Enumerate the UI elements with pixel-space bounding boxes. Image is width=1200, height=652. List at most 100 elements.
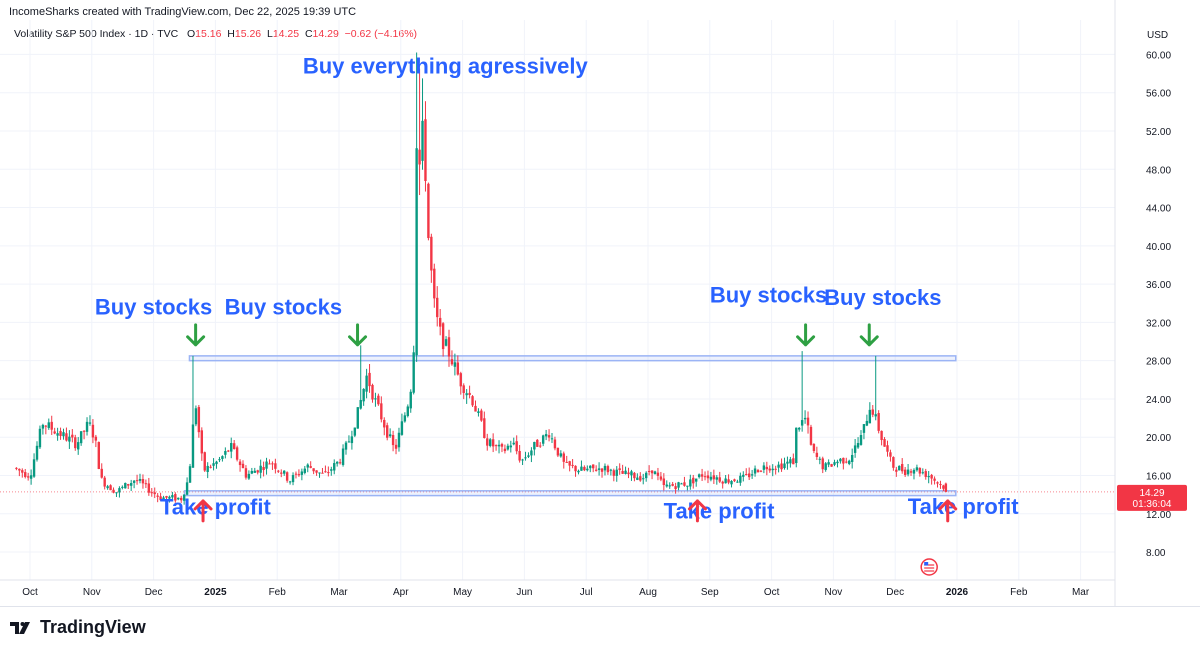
- candle-body: [368, 372, 371, 387]
- candle-body: [642, 478, 645, 480]
- candle-body: [421, 120, 424, 161]
- candle-body: [768, 468, 771, 471]
- y-tick-label: 16.00: [1146, 472, 1171, 483]
- high-value: 15.26: [234, 28, 262, 40]
- resistance-band: [188, 355, 957, 362]
- candle-body: [203, 452, 206, 471]
- candle-body: [583, 466, 586, 471]
- y-tick-label: 8.00: [1146, 548, 1166, 559]
- candlestick-chart[interactable]: 8.00 12.00 16.00 20.00 24.00 28.00 32.00 36.00 4…: [0, 0, 1200, 606]
- candle-body: [138, 478, 142, 481]
- candle-body: [388, 434, 392, 437]
- candle-body: [786, 461, 789, 464]
- candle-body: [309, 466, 312, 468]
- candle-body: [901, 464, 904, 472]
- candle-body: [489, 439, 492, 446]
- annotation-label: Take profit: [664, 499, 776, 524]
- candle-body: [127, 484, 130, 486]
- candle-body: [874, 414, 877, 417]
- candle-body: [494, 445, 498, 447]
- candle-body: [115, 492, 118, 494]
- candle-body: [177, 497, 180, 500]
- candle-body: [262, 467, 265, 471]
- candle-body: [650, 470, 654, 474]
- candle-body: [580, 466, 583, 471]
- candle-body: [795, 427, 798, 464]
- chart-header: IncomeSharks created with TradingView.co…: [9, 6, 356, 18]
- candle-body: [335, 461, 339, 464]
- candle-body: [700, 474, 704, 477]
- candle-body: [59, 431, 62, 436]
- symbol-name: Volatility S&P 500 Index · 1D · TVC: [14, 28, 179, 40]
- candle-body: [909, 471, 913, 473]
- x-tick-label: 2025: [204, 587, 227, 598]
- candle-body: [68, 436, 71, 442]
- candle-body: [394, 444, 398, 449]
- candle-body: [656, 472, 660, 476]
- candle-body: [380, 403, 383, 420]
- candle-body: [168, 496, 171, 499]
- candle-body: [341, 448, 345, 465]
- candle-body: [518, 450, 521, 461]
- candle-body: [747, 473, 751, 478]
- candle-body: [224, 451, 227, 455]
- candle-body: [842, 457, 845, 464]
- candle-body: [47, 422, 50, 428]
- candle-body: [215, 461, 218, 465]
- candle-body: [527, 455, 530, 457]
- candle-body: [35, 445, 39, 460]
- candle-body: [556, 447, 560, 456]
- candle-body: [409, 391, 412, 409]
- candle-body: [898, 465, 901, 471]
- x-tick-label: Mar: [1072, 587, 1090, 598]
- x-tick-label: Aug: [639, 587, 657, 598]
- candle-body: [912, 469, 916, 474]
- candle-body: [471, 396, 474, 406]
- candle-body: [85, 421, 89, 432]
- candle-body: [465, 393, 468, 396]
- candle-body: [942, 485, 945, 489]
- candle-body: [427, 183, 430, 239]
- buy-arrow-icon: [796, 323, 816, 347]
- candle-body: [297, 474, 301, 476]
- candle-body: [200, 430, 204, 454]
- candle-body: [824, 463, 827, 470]
- candle-body: [129, 483, 133, 486]
- candle-body: [450, 359, 454, 365]
- candle-body: [536, 439, 539, 447]
- candle-body: [377, 395, 380, 405]
- y-tick-label: 24.00: [1146, 395, 1171, 406]
- candle-body: [171, 495, 174, 498]
- candle-body: [780, 463, 783, 470]
- tradingview-logo[interactable]: TradingView: [10, 617, 146, 638]
- candle-body: [333, 463, 336, 471]
- candle-body: [112, 489, 115, 493]
- candle-body: [886, 445, 889, 452]
- candle-body: [365, 375, 368, 392]
- candle-body: [182, 494, 186, 501]
- candle-body: [21, 470, 24, 473]
- x-tick-label: Oct: [22, 587, 38, 598]
- candle-body: [680, 483, 683, 485]
- candle-body: [330, 469, 333, 471]
- candle-body: [280, 472, 283, 474]
- buy-arrow-icon: [859, 323, 879, 347]
- candle-body: [803, 417, 807, 420]
- candle-body: [29, 475, 33, 479]
- candle-body: [594, 469, 598, 471]
- y-tick-label: 48.00: [1146, 165, 1171, 176]
- last-price-label: 14.29: [1139, 488, 1164, 499]
- candle-body: [509, 445, 513, 448]
- candle-body: [150, 492, 153, 494]
- candle-body: [833, 462, 836, 465]
- candle-body: [53, 431, 56, 434]
- candle-body: [306, 464, 309, 468]
- candle-body: [630, 471, 633, 476]
- candle-body: [662, 478, 666, 485]
- candle-body: [444, 339, 448, 346]
- candle-body: [424, 119, 427, 182]
- y-tick-label: 36.00: [1146, 280, 1171, 291]
- candle-body: [821, 458, 824, 470]
- candle-body: [724, 478, 727, 484]
- candle-body: [436, 297, 439, 318]
